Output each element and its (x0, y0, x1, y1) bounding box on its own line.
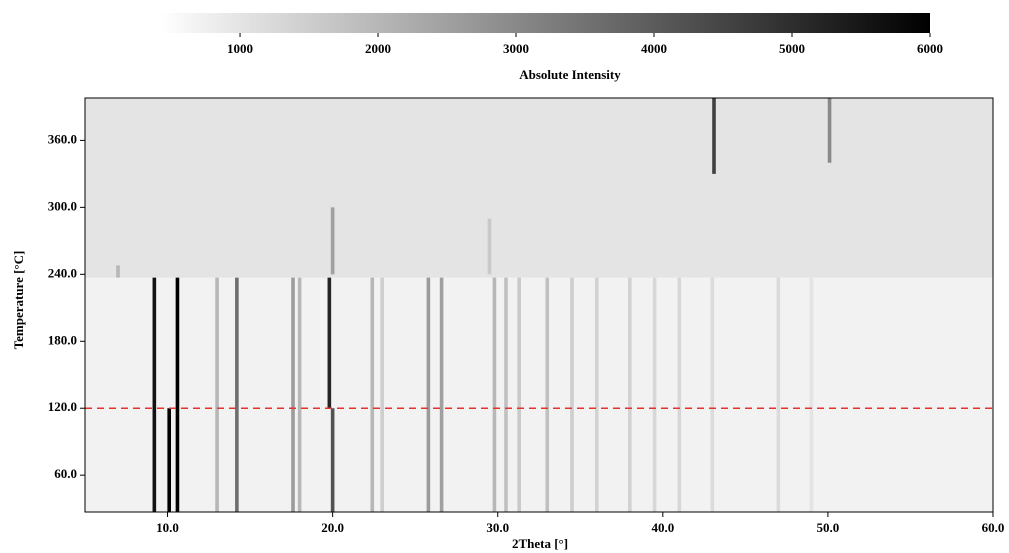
y-tick-label: 180.0 (48, 332, 77, 347)
x-tick-label: 60.0 (982, 520, 1005, 535)
peak-streak (426, 277, 431, 512)
peak-streak (492, 277, 497, 512)
peak-streak (652, 277, 657, 512)
colorbar-tick-label: 3000 (503, 41, 529, 56)
y-axis-label: Temperature [°C] (11, 251, 26, 350)
y-tick-label: 300.0 (48, 198, 77, 213)
heatmap-region (85, 98, 993, 278)
colorbar-tick-label: 5000 (779, 41, 805, 56)
peak-streak (215, 277, 219, 512)
peak-streak (116, 265, 120, 278)
plot-frame (84, 97, 994, 513)
x-tick-label: 50.0 (817, 520, 840, 535)
peak-streak (330, 207, 335, 275)
peak-streak (487, 218, 492, 275)
peak-streak (330, 408, 335, 512)
peak-streak (517, 277, 521, 512)
y-tick-label: 120.0 (48, 399, 77, 414)
peak-streak (809, 277, 814, 512)
x-tick-label: 30.0 (486, 520, 509, 535)
y-tick-label: 240.0 (48, 265, 77, 280)
x-tick-label: 40.0 (651, 520, 674, 535)
peak-streak (710, 277, 715, 512)
y-tick-label: 60.0 (54, 466, 77, 481)
peak-streak (504, 277, 508, 512)
colorbar-tick-label: 4000 (641, 41, 667, 56)
peak-streak (297, 277, 302, 512)
heatmap-region (85, 277, 993, 512)
x-axis-label: 2Theta [°] (512, 536, 568, 551)
peak-streak (175, 277, 180, 512)
peak-streak (677, 277, 682, 512)
x-tick-label: 20.0 (321, 520, 344, 535)
peak-streak (545, 277, 550, 512)
peak-streak (628, 277, 632, 512)
peak-streak (712, 98, 716, 174)
peak-streak (827, 98, 832, 163)
y-tick-label: 360.0 (48, 131, 77, 146)
colorbar-tick-label: 1000 (227, 41, 253, 56)
peak-streak (570, 277, 574, 512)
peak-streak (327, 277, 332, 409)
peak-streak (439, 277, 444, 512)
peak-streak (370, 277, 375, 512)
peak-streak (594, 277, 599, 512)
colorbar (160, 13, 930, 33)
x-tick-label: 10.0 (156, 520, 179, 535)
colorbar-tick-label: 6000 (917, 41, 943, 56)
peak-streak (235, 277, 239, 512)
peak-streak (167, 408, 171, 512)
peak-streak (291, 277, 295, 512)
peak-streak (776, 277, 781, 512)
colorbar-tick-label: 2000 (365, 41, 391, 56)
peak-streak (152, 277, 157, 512)
colorbar-label: Absolute Intensity (519, 67, 621, 82)
peak-streak (380, 277, 384, 512)
